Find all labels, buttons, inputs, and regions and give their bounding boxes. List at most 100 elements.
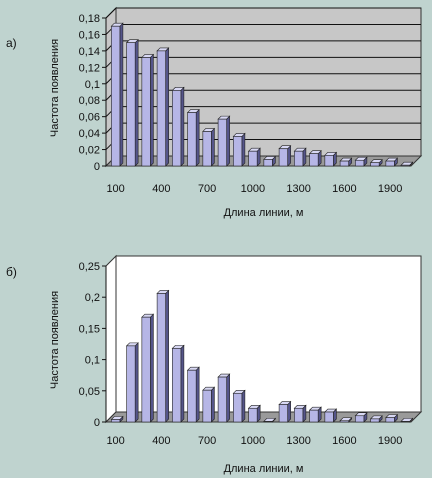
- bar-front: [172, 90, 182, 167]
- bar: [324, 151, 338, 167]
- bar-front: [309, 409, 319, 423]
- bar-front: [217, 118, 227, 167]
- bar: [339, 417, 353, 423]
- bar-front: [370, 162, 380, 167]
- x-axis-title: Длина линии, м: [224, 207, 304, 219]
- bar: [369, 158, 383, 167]
- x-tick-label: 400: [152, 435, 170, 447]
- bar: [385, 157, 399, 167]
- bar-front: [400, 421, 410, 423]
- bar: [354, 156, 368, 167]
- bar-front: [126, 345, 136, 423]
- x-tick-label: 400: [152, 183, 170, 195]
- y-tick-label: 0: [94, 161, 100, 173]
- bar-front: [294, 407, 304, 423]
- bar: [263, 417, 277, 423]
- x-axis-title: Длина линии, м: [224, 463, 304, 475]
- x-tick-label: 1900: [378, 183, 402, 195]
- y-tick-label: 0,14: [79, 46, 100, 58]
- bar-side: [226, 115, 230, 167]
- gridline: [105, 7, 117, 19]
- bar-side: [211, 127, 215, 167]
- bar-front: [355, 159, 365, 167]
- bar-front: [339, 160, 349, 167]
- y-tick-label: 0,15: [79, 323, 100, 335]
- bar-front: [339, 420, 349, 423]
- y-tick-label: 0,04: [79, 128, 100, 140]
- y-tick-label: 0,18: [79, 13, 100, 25]
- bar: [324, 408, 338, 423]
- bar: [156, 47, 170, 167]
- bar: [278, 145, 292, 167]
- bar: [339, 157, 353, 167]
- bar-side: [211, 386, 215, 423]
- bar-side: [165, 47, 169, 167]
- x-tick-label: 100: [106, 183, 124, 195]
- bar: [141, 53, 155, 167]
- bar-front: [370, 418, 380, 423]
- chart-panel: 0 0,02 0,04 0,06 0,08 0,1 0,12 0,14 0,16 0,18 100 4…: [6, 6, 423, 219]
- bar-front: [187, 369, 197, 423]
- x-tick-label: 1300: [286, 435, 310, 447]
- bar-front: [263, 159, 273, 167]
- bar-front: [355, 415, 365, 423]
- bar: [400, 417, 414, 423]
- bar-front: [385, 160, 395, 167]
- bar-side: [165, 289, 169, 423]
- bar: [202, 127, 216, 167]
- bar-side: [134, 38, 139, 167]
- bar: [385, 413, 399, 423]
- y-tick-label: 0,08: [79, 95, 100, 107]
- bar: [278, 400, 292, 423]
- x-tick-label: 100: [106, 435, 124, 447]
- y-tick-label: 0,1: [85, 355, 100, 367]
- bar-front: [141, 57, 151, 167]
- y-tick-label: 0: [94, 417, 100, 429]
- bar-front: [202, 131, 212, 167]
- x-tick-label: 1600: [332, 183, 356, 195]
- bar: [293, 147, 307, 167]
- bar-side: [241, 389, 246, 423]
- bar: [156, 289, 170, 423]
- bar-front: [126, 42, 136, 167]
- y-tick-label: 0,05: [79, 386, 100, 398]
- y-tick-label: 0,1: [85, 79, 100, 91]
- bar-side: [180, 86, 185, 167]
- bar-front: [111, 419, 121, 423]
- bar: [400, 161, 414, 167]
- bar-front: [294, 150, 304, 167]
- y-tick-label: 0,25: [79, 261, 100, 273]
- bar-side: [287, 400, 291, 423]
- bar-front: [309, 153, 319, 167]
- bar: [263, 155, 277, 167]
- bar-side: [226, 373, 230, 423]
- bar-front: [172, 348, 182, 423]
- y-tick-label: 0,06: [79, 112, 100, 124]
- bar-front: [141, 316, 151, 423]
- bar: [217, 373, 231, 423]
- bar: [247, 147, 261, 167]
- x-tick-label: 700: [198, 435, 216, 447]
- panel-label: б): [6, 265, 17, 279]
- y-tick-label: 0,2: [85, 292, 100, 304]
- bar-front: [156, 293, 166, 423]
- bar-front: [217, 376, 227, 423]
- bar: [110, 22, 124, 167]
- bar: [232, 389, 246, 423]
- bar: [369, 415, 383, 423]
- bar-front: [248, 407, 258, 423]
- bar: [186, 108, 200, 167]
- x-tick-label: 1300: [286, 183, 310, 195]
- bar-front: [248, 150, 258, 167]
- y-axis-title: Частота появления: [49, 39, 61, 137]
- bar-side: [119, 22, 124, 167]
- bar: [247, 404, 261, 423]
- bar-front: [324, 155, 334, 167]
- x-tick-label: 700: [198, 183, 216, 195]
- bar-side: [195, 108, 200, 167]
- bar: [217, 115, 231, 167]
- bar-front: [263, 421, 273, 423]
- x-tick-label: 1600: [332, 435, 356, 447]
- x-tick-label: 1900: [378, 435, 402, 447]
